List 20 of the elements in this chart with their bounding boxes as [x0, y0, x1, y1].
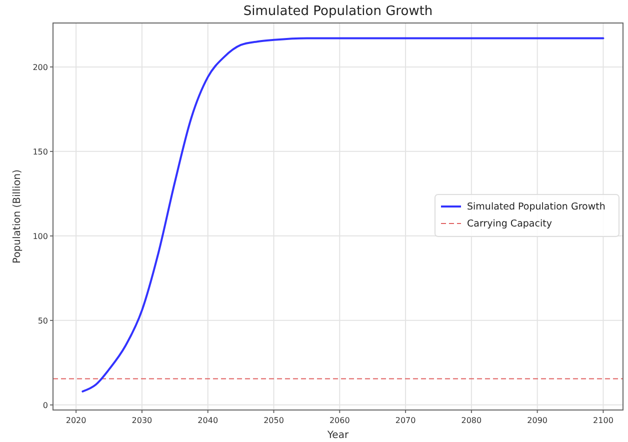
y-tick-label: 200 [32, 62, 48, 72]
y-axis-title: Population (Billion) [12, 169, 23, 264]
y-tick-label: 100 [32, 232, 48, 241]
x-tick-label: 2050 [264, 416, 284, 425]
x-tick-label: 2030 [132, 416, 152, 425]
line-series [82, 37, 604, 392]
legend-label: Simulated Population Growth [467, 202, 606, 212]
x-axis-title: Year [326, 430, 350, 441]
y-tick-label: 0 [42, 400, 48, 410]
x-tick-label: 2100 [593, 416, 614, 425]
x-tick-label: 2060 [329, 416, 350, 425]
x-tick-label: 2080 [461, 416, 482, 425]
x-tick-label: 2070 [395, 416, 416, 425]
y-tick-label: 50 [38, 316, 48, 326]
chart-title: Simulated Population Growth [243, 4, 433, 19]
x-tick-label: 2090 [527, 416, 548, 425]
x-tick-label: 2020 [66, 416, 86, 425]
legend-label: Carrying Capacity [467, 218, 552, 230]
x-tick-label: 2040 [198, 416, 218, 425]
y-tick-label: 150 [32, 147, 48, 156]
